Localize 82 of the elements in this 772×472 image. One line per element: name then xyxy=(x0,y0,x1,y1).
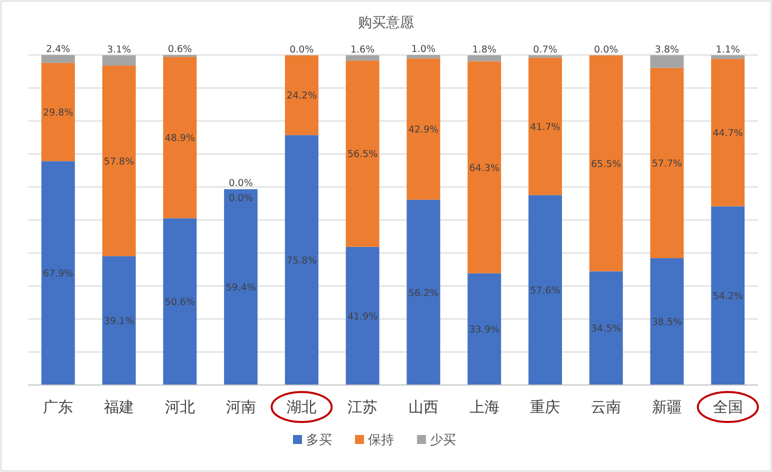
data-label: 38.5% xyxy=(652,317,682,328)
bar xyxy=(650,258,684,385)
data-label: 1.6% xyxy=(350,44,375,56)
data-label: 50.6% xyxy=(164,297,195,308)
data-label: 65.5% xyxy=(591,158,622,170)
bar xyxy=(284,135,318,385)
legend-label: 少买 xyxy=(430,433,456,448)
bar xyxy=(102,66,136,256)
data-label: 54.2% xyxy=(712,291,743,302)
bar xyxy=(528,195,562,385)
x-tick-label: 上海 xyxy=(469,398,500,416)
data-label: 34.5% xyxy=(591,324,622,335)
bar xyxy=(102,55,136,66)
x-tick-label: 重庆 xyxy=(530,398,560,416)
data-label: 48.9% xyxy=(164,133,195,144)
bar xyxy=(589,271,623,385)
x-tick-label: 河南 xyxy=(226,398,256,416)
data-label: 3.8% xyxy=(654,44,680,56)
data-label: 39.1% xyxy=(104,316,134,328)
x-tick-label: 山西 xyxy=(408,398,438,416)
data-label: 29.8% xyxy=(43,108,74,119)
bar xyxy=(406,200,440,385)
data-label: 0.0% xyxy=(228,193,253,204)
x-tick-label: 湖北 xyxy=(286,398,317,416)
bar xyxy=(650,55,684,68)
bar xyxy=(346,55,380,61)
bar xyxy=(468,273,502,385)
bar xyxy=(346,60,380,247)
data-label: 44.7% xyxy=(712,128,743,140)
bar xyxy=(468,61,502,274)
data-label: 3.1% xyxy=(106,44,132,56)
data-label: 42.9% xyxy=(408,124,439,136)
data-label: 67.9% xyxy=(43,268,74,280)
bar xyxy=(41,55,75,63)
data-label: 41.9% xyxy=(347,311,378,322)
x-tick-label: 云南 xyxy=(591,398,622,416)
x-tick-label: 广东 xyxy=(43,398,74,416)
bar xyxy=(163,218,197,385)
bar xyxy=(41,161,75,385)
data-label: 0.0% xyxy=(594,44,618,56)
bar xyxy=(468,55,502,62)
data-label: 56.2% xyxy=(408,288,439,299)
bar xyxy=(163,56,197,218)
bar xyxy=(102,256,136,385)
bar xyxy=(711,58,745,206)
x-tick-label: 全国 xyxy=(712,398,743,416)
data-label: 1.0% xyxy=(411,44,436,55)
data-label: 57.8% xyxy=(104,156,134,168)
bar xyxy=(711,55,745,59)
data-label: 0.6% xyxy=(168,44,192,55)
bar xyxy=(406,55,440,58)
data-label: 0.0% xyxy=(228,178,253,190)
data-label: 59.4% xyxy=(226,282,256,294)
bar xyxy=(41,62,75,162)
bar xyxy=(284,55,318,136)
data-label: 33.9% xyxy=(469,324,500,336)
data-label: 41.7% xyxy=(530,122,560,133)
x-tick-label: 河北 xyxy=(164,398,195,416)
data-label: 24.2% xyxy=(286,90,317,102)
chart-title: 购买意愿 xyxy=(358,15,414,31)
bar xyxy=(406,58,440,200)
data-label: 57.6% xyxy=(530,286,560,297)
x-tick-label: 江苏 xyxy=(348,398,378,416)
data-label: 2.4% xyxy=(46,44,70,55)
data-label: 56.5% xyxy=(347,149,378,160)
legend-label: 多买 xyxy=(306,433,332,448)
bar xyxy=(711,206,745,385)
bar xyxy=(224,189,258,385)
legend-label: 保持 xyxy=(368,433,394,448)
data-label: 64.3% xyxy=(469,162,500,174)
data-label: 0.7% xyxy=(533,44,558,56)
bar xyxy=(528,58,562,196)
data-label: 75.8% xyxy=(286,256,317,267)
data-label: 1.8% xyxy=(472,44,496,56)
data-label: 57.7% xyxy=(652,158,682,170)
data-label: 1.1% xyxy=(716,44,740,56)
bar xyxy=(589,55,623,272)
bar xyxy=(650,68,684,258)
x-tick-label: 新疆 xyxy=(652,398,682,416)
x-tick-label: 福建 xyxy=(104,398,134,416)
data-label: 0.0% xyxy=(290,44,314,56)
bar xyxy=(346,246,380,385)
